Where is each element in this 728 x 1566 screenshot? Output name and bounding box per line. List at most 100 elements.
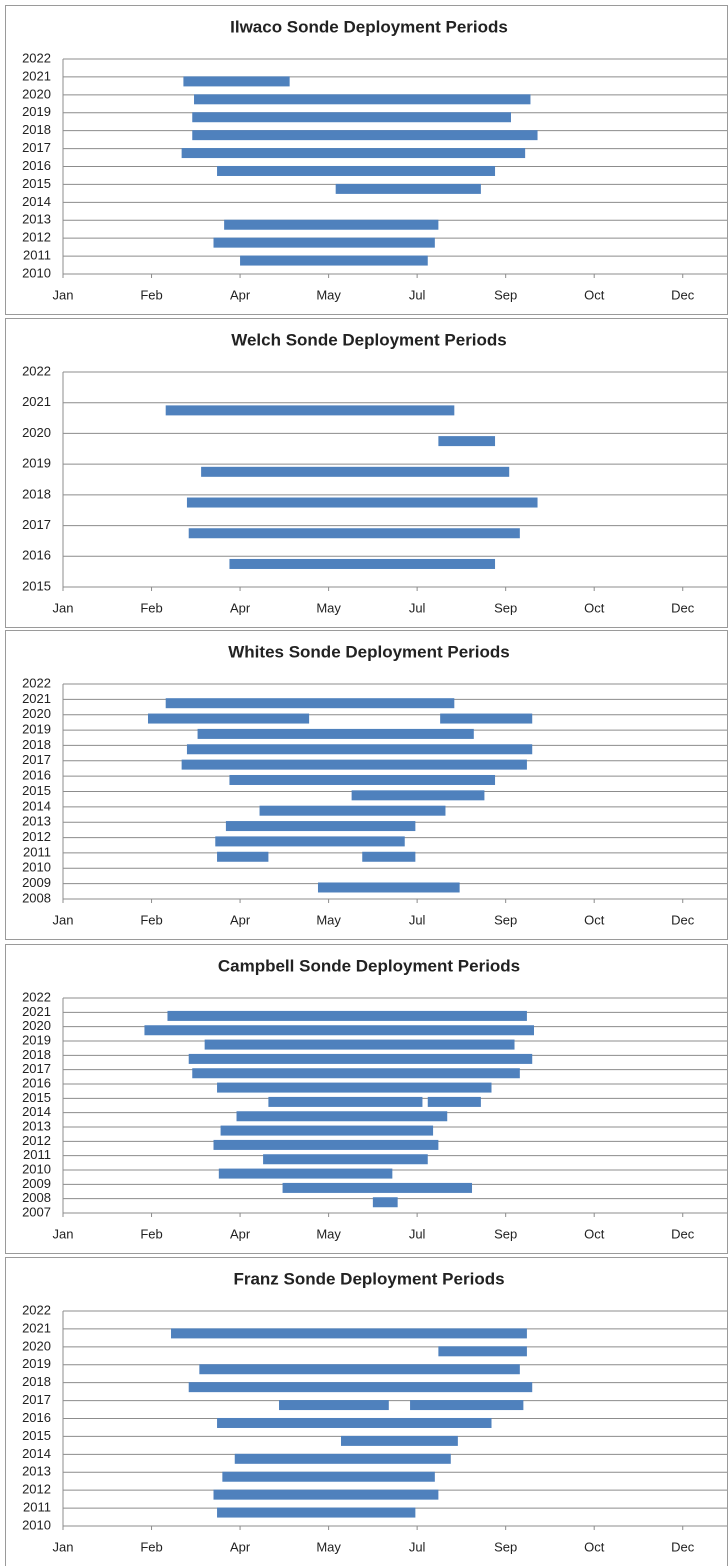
- x-tick-label: Apr: [230, 1226, 251, 1241]
- y-tick-label: 2020: [22, 706, 51, 721]
- deployment-bar: [217, 851, 269, 862]
- y-tick-label: 2018: [22, 1374, 51, 1389]
- y-tick-label: 2019: [22, 456, 51, 471]
- deployment-bar: [218, 1168, 393, 1179]
- y-tick-label: 2020: [22, 1018, 51, 1033]
- y-tick-label: 2019: [22, 1356, 51, 1371]
- deployment-bar: [213, 1489, 439, 1500]
- x-tick-label: May: [316, 600, 341, 615]
- x-tick-label: Jan: [53, 600, 74, 615]
- deployment-bar: [351, 790, 485, 801]
- panel-frame: [5, 630, 728, 940]
- deployment-bar: [217, 1417, 492, 1428]
- deployment-bar: [263, 1154, 428, 1165]
- y-tick-label: 2014: [22, 194, 51, 209]
- deployment-bar: [171, 1328, 527, 1339]
- x-tick-label: Dec: [671, 912, 695, 927]
- y-tick-label: 2007: [22, 1204, 51, 1219]
- deployment-bar: [240, 255, 428, 266]
- y-tick-label: 2021: [22, 68, 51, 83]
- y-tick-label: 2015: [22, 1090, 51, 1105]
- y-tick-label: 2021: [22, 691, 51, 706]
- chart-panel: Welch Sonde Deployment Periods 2015 2016 20…: [5, 318, 728, 628]
- deployment-bar: [181, 148, 526, 159]
- deployment-bar: [438, 1346, 527, 1357]
- y-tick-label: 2016: [22, 768, 51, 783]
- deployment-bar: [194, 94, 531, 105]
- deployment-bar: [427, 1096, 481, 1107]
- y-tick-label: 2012: [22, 1482, 51, 1497]
- deployment-bar: [197, 728, 474, 739]
- x-tick-label: Jul: [409, 912, 426, 927]
- x-tick-label: Sep: [494, 1226, 517, 1241]
- deployment-bar: [220, 1125, 434, 1136]
- deployment-bar: [144, 1025, 534, 1036]
- x-tick-label: Feb: [140, 912, 162, 927]
- y-tick-label: 2010: [22, 1161, 51, 1176]
- y-tick-label: 2019: [22, 722, 51, 737]
- deployment-bar: [279, 1400, 389, 1411]
- y-tick-label: 2020: [22, 425, 51, 440]
- y-tick-label: 2010: [22, 1517, 51, 1532]
- x-tick-label: Jan: [53, 287, 74, 302]
- x-tick-label: Sep: [494, 1539, 517, 1554]
- y-tick-label: 2012: [22, 230, 51, 245]
- x-tick-label: Oct: [584, 1226, 605, 1241]
- x-tick-label: Oct: [584, 600, 605, 615]
- chart-panel: Whites Sonde Deployment Periods200820092…: [5, 630, 728, 940]
- y-tick-label: 2017: [22, 517, 51, 532]
- deployment-bar: [213, 237, 435, 248]
- x-tick-label: Apr: [230, 600, 251, 615]
- deployment-bar: [222, 1471, 435, 1482]
- x-tick-label: Dec: [671, 1539, 695, 1554]
- y-tick-label: 2014: [22, 798, 51, 813]
- y-tick-label: 2014: [22, 1104, 51, 1119]
- deployment-bar: [225, 821, 416, 832]
- y-tick-label: 2008: [22, 890, 51, 905]
- deployment-bar: [268, 1096, 423, 1107]
- y-tick-label: 2015: [22, 176, 51, 191]
- deployment-bar: [217, 1507, 416, 1518]
- deployment-bar: [410, 1400, 524, 1411]
- deployment-bar: [183, 76, 290, 87]
- chart-panel: Franz Sonde Deployment Periods 2010 2011 20…: [5, 1257, 728, 1566]
- y-tick-label: 2012: [22, 829, 51, 844]
- x-tick-label: Dec: [671, 1226, 695, 1241]
- panel-frame: [5, 1257, 728, 1566]
- y-tick-label: 2011: [23, 844, 51, 859]
- deployment-bar: [362, 851, 416, 862]
- y-tick-label: 2013: [22, 1118, 51, 1133]
- x-tick-label: Dec: [671, 600, 695, 615]
- x-tick-label: Sep: [494, 600, 517, 615]
- x-tick-label: Oct: [584, 912, 605, 927]
- deployment-bar: [234, 1453, 451, 1464]
- deployment-bar: [215, 836, 405, 847]
- x-tick-label: Jan: [53, 1226, 74, 1241]
- deployment-bar: [317, 882, 460, 893]
- y-tick-label: 2022: [22, 989, 51, 1004]
- y-tick-label: 2010: [22, 265, 51, 280]
- deployment-bar: [440, 713, 533, 724]
- y-tick-label: 2017: [22, 1392, 51, 1407]
- deployment-bar: [259, 805, 446, 816]
- x-tick-label: Feb: [140, 1539, 162, 1554]
- chart-title: Ilwaco Sonde Deployment Periods: [230, 17, 508, 36]
- x-tick-label: Feb: [140, 600, 162, 615]
- x-tick-label: Jul: [409, 1539, 426, 1554]
- deployment-bar: [192, 112, 511, 123]
- x-tick-label: Feb: [140, 287, 162, 302]
- x-tick-label: Oct: [584, 1539, 605, 1554]
- deployment-bar: [147, 713, 310, 724]
- deployment-bar: [282, 1182, 473, 1193]
- deployment-bar: [372, 1197, 398, 1208]
- x-tick-label: Apr: [230, 1539, 251, 1554]
- y-tick-label: 2011: [23, 248, 51, 263]
- y-tick-label: 2016: [22, 548, 51, 563]
- x-tick-label: May: [316, 912, 341, 927]
- y-tick-label: 2018: [22, 737, 51, 752]
- x-tick-label: Feb: [140, 1226, 162, 1241]
- deployment-bar: [192, 130, 538, 141]
- y-tick-label: 2009: [22, 1176, 51, 1191]
- y-tick-label: 2013: [22, 212, 51, 227]
